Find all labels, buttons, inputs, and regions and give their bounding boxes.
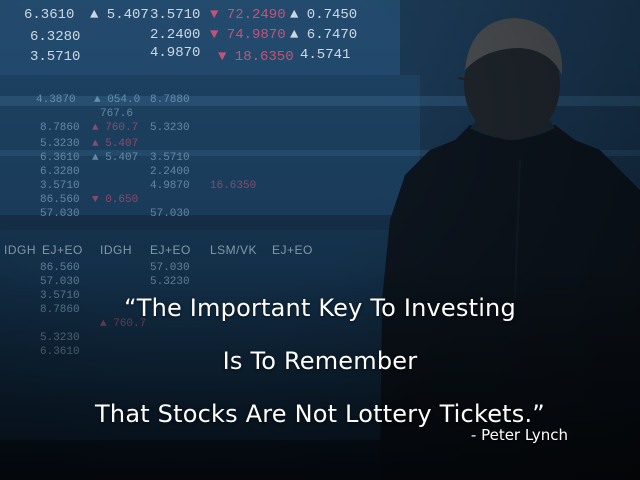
quote-line-2: Is To Remember: [222, 347, 418, 375]
quote-line-1: “The Important Key To Investing: [124, 294, 516, 322]
quote-line-3: That Stocks Are Not Lottery Tickets.”: [95, 400, 545, 428]
quote-author: - Peter Lynch: [470, 426, 568, 444]
quote-block: “The Important Key To Investing Is To Re…: [0, 282, 640, 441]
